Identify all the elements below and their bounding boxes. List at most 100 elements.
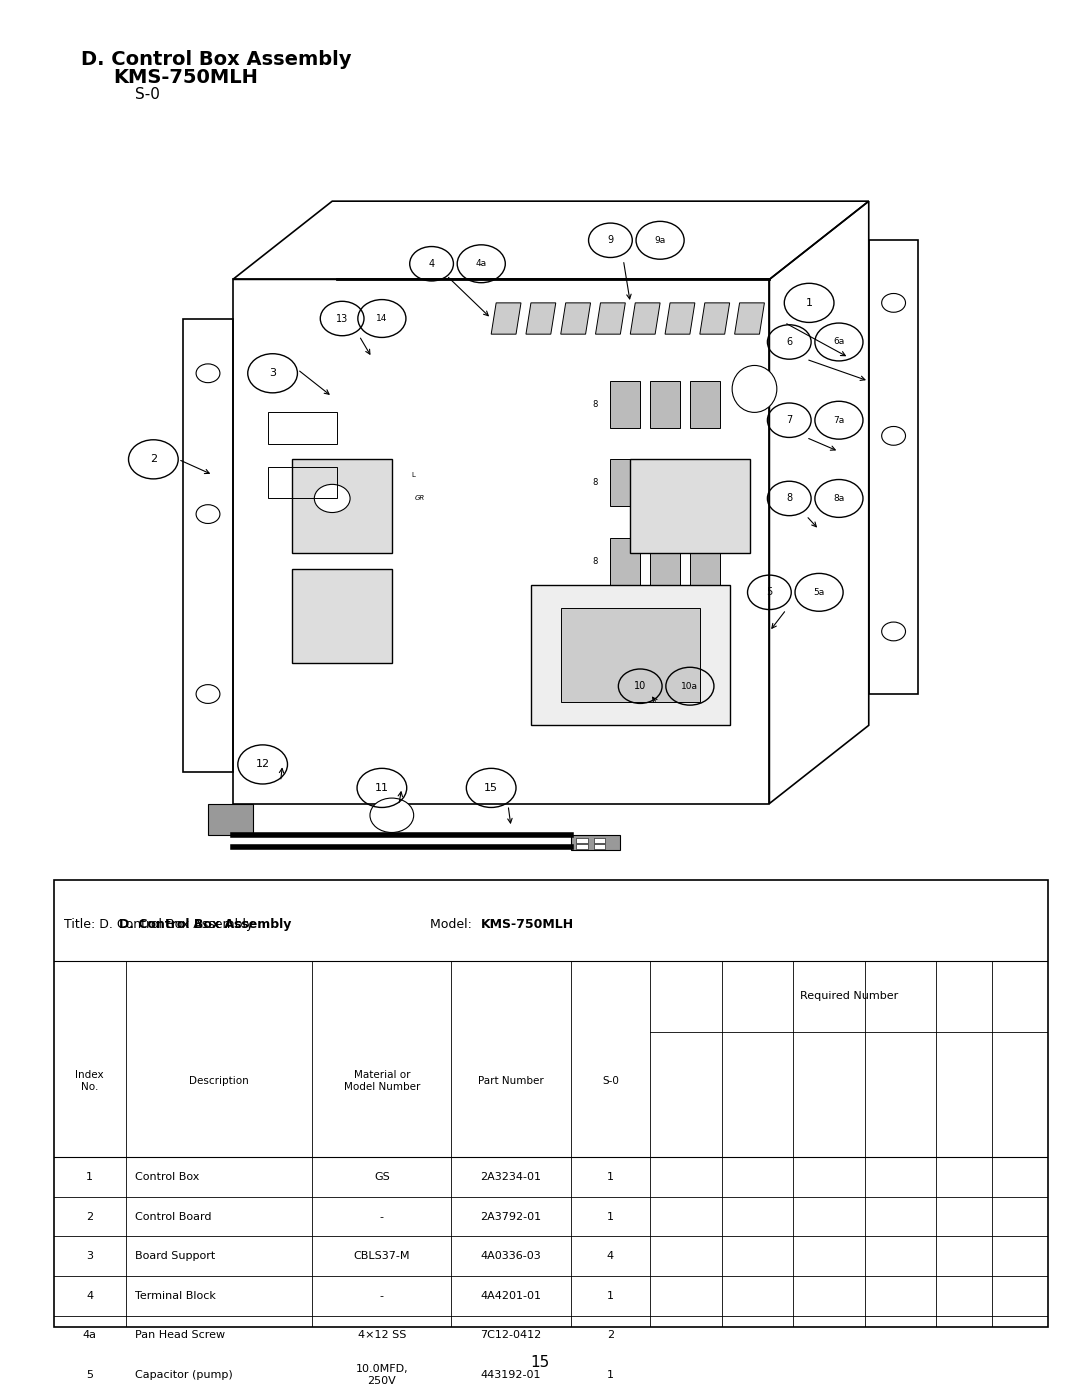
Text: Board Support: Board Support: [135, 1252, 216, 1261]
FancyBboxPatch shape: [561, 608, 700, 701]
Text: Capacitor (pump): Capacitor (pump): [135, 1370, 233, 1380]
Text: 14: 14: [376, 314, 388, 323]
Text: 6a: 6a: [834, 338, 845, 346]
Text: CBLS37-M: CBLS37-M: [353, 1252, 410, 1261]
Text: 2: 2: [86, 1211, 93, 1221]
FancyBboxPatch shape: [650, 460, 680, 506]
Text: KMS-750MLH: KMS-750MLH: [482, 918, 575, 932]
Text: 2: 2: [607, 1330, 613, 1341]
Text: D. Control Box Assembly: D. Control Box Assembly: [119, 918, 291, 932]
Text: Pan Head Screw: Pan Head Screw: [135, 1330, 226, 1341]
Text: Title: D. Control Box Assembly: Title: D. Control Box Assembly: [64, 918, 254, 932]
FancyBboxPatch shape: [650, 381, 680, 427]
Text: 443192-01: 443192-01: [481, 1370, 541, 1380]
Text: Part Number: Part Number: [478, 1076, 544, 1087]
FancyBboxPatch shape: [576, 838, 588, 842]
Text: Material or
Model Number: Material or Model Number: [343, 1070, 420, 1092]
Polygon shape: [734, 303, 765, 334]
Text: 15: 15: [530, 1355, 550, 1369]
Circle shape: [370, 798, 414, 833]
Text: 10.0MFD,
250V: 10.0MFD, 250V: [355, 1365, 408, 1386]
Text: S-0: S-0: [135, 87, 160, 102]
Text: 13: 13: [336, 313, 348, 324]
Text: -: -: [380, 1211, 383, 1221]
Polygon shape: [561, 303, 591, 334]
Polygon shape: [631, 303, 660, 334]
Text: 4A0336-03: 4A0336-03: [481, 1252, 541, 1261]
Text: 8: 8: [593, 478, 598, 488]
Text: Required Number: Required Number: [800, 992, 897, 1002]
Text: 5a: 5a: [813, 588, 825, 597]
FancyBboxPatch shape: [690, 538, 719, 584]
Text: 6: 6: [786, 337, 793, 346]
Text: Index
No.: Index No.: [76, 1070, 104, 1092]
Text: 1: 1: [806, 298, 812, 307]
Polygon shape: [595, 303, 625, 334]
Text: 4A4201-01: 4A4201-01: [481, 1291, 541, 1301]
Polygon shape: [665, 303, 694, 334]
Text: 7a: 7a: [834, 416, 845, 425]
FancyBboxPatch shape: [293, 569, 392, 662]
Text: D. Control Box Assembly: D. Control Box Assembly: [81, 50, 351, 70]
FancyBboxPatch shape: [293, 460, 392, 553]
Text: 5: 5: [86, 1370, 93, 1380]
FancyBboxPatch shape: [594, 844, 606, 849]
Text: 8: 8: [593, 400, 598, 409]
Text: S-0: S-0: [602, 1076, 619, 1087]
Polygon shape: [491, 303, 521, 334]
Text: 1: 1: [607, 1370, 613, 1380]
Text: 9: 9: [607, 235, 613, 246]
Text: 3: 3: [86, 1252, 93, 1261]
Text: 1: 1: [607, 1211, 613, 1221]
Text: 9a: 9a: [654, 236, 665, 244]
FancyBboxPatch shape: [594, 838, 606, 842]
FancyBboxPatch shape: [650, 538, 680, 584]
Text: 4: 4: [86, 1291, 93, 1301]
Text: 7: 7: [786, 415, 793, 425]
Text: 4×12 SS: 4×12 SS: [357, 1330, 406, 1341]
Text: 8: 8: [786, 493, 793, 503]
Text: 4: 4: [607, 1252, 613, 1261]
Ellipse shape: [732, 366, 777, 412]
FancyBboxPatch shape: [531, 584, 730, 725]
Text: 1: 1: [607, 1291, 613, 1301]
Polygon shape: [700, 303, 730, 334]
FancyBboxPatch shape: [610, 381, 640, 427]
Polygon shape: [570, 835, 620, 851]
FancyBboxPatch shape: [631, 460, 750, 553]
Text: 10: 10: [634, 682, 646, 692]
FancyBboxPatch shape: [690, 460, 719, 506]
Text: Description: Description: [189, 1076, 248, 1087]
Text: GR: GR: [415, 496, 424, 502]
Text: 5: 5: [767, 587, 772, 598]
Text: 10a: 10a: [681, 682, 699, 690]
Text: 7C12-0412: 7C12-0412: [481, 1330, 542, 1341]
Text: Terminal Block: Terminal Block: [135, 1291, 216, 1301]
FancyBboxPatch shape: [610, 460, 640, 506]
Text: 3: 3: [269, 369, 276, 379]
Text: Control Board: Control Board: [135, 1211, 212, 1221]
Text: 4a: 4a: [475, 260, 487, 268]
Polygon shape: [526, 303, 556, 334]
Text: Model:: Model:: [421, 918, 475, 932]
FancyBboxPatch shape: [576, 844, 588, 849]
FancyBboxPatch shape: [610, 538, 640, 584]
Text: Control Box: Control Box: [135, 1172, 200, 1182]
Text: 8a: 8a: [834, 495, 845, 503]
Text: L: L: [411, 472, 416, 478]
Text: 1: 1: [607, 1172, 613, 1182]
Circle shape: [314, 485, 350, 513]
Text: 4a: 4a: [83, 1330, 97, 1341]
Text: -: -: [380, 1291, 383, 1301]
Text: 2: 2: [150, 454, 157, 464]
Text: 2A3792-01: 2A3792-01: [481, 1211, 541, 1221]
Text: KMS-750MLH: KMS-750MLH: [113, 68, 258, 88]
Text: 11: 11: [375, 782, 389, 793]
Text: 12: 12: [256, 760, 270, 770]
Text: 15: 15: [484, 782, 498, 793]
Text: 8: 8: [593, 556, 598, 566]
Text: 1: 1: [86, 1172, 93, 1182]
Text: 4: 4: [429, 258, 434, 268]
Polygon shape: [208, 803, 253, 835]
Text: 2A3234-01: 2A3234-01: [481, 1172, 541, 1182]
